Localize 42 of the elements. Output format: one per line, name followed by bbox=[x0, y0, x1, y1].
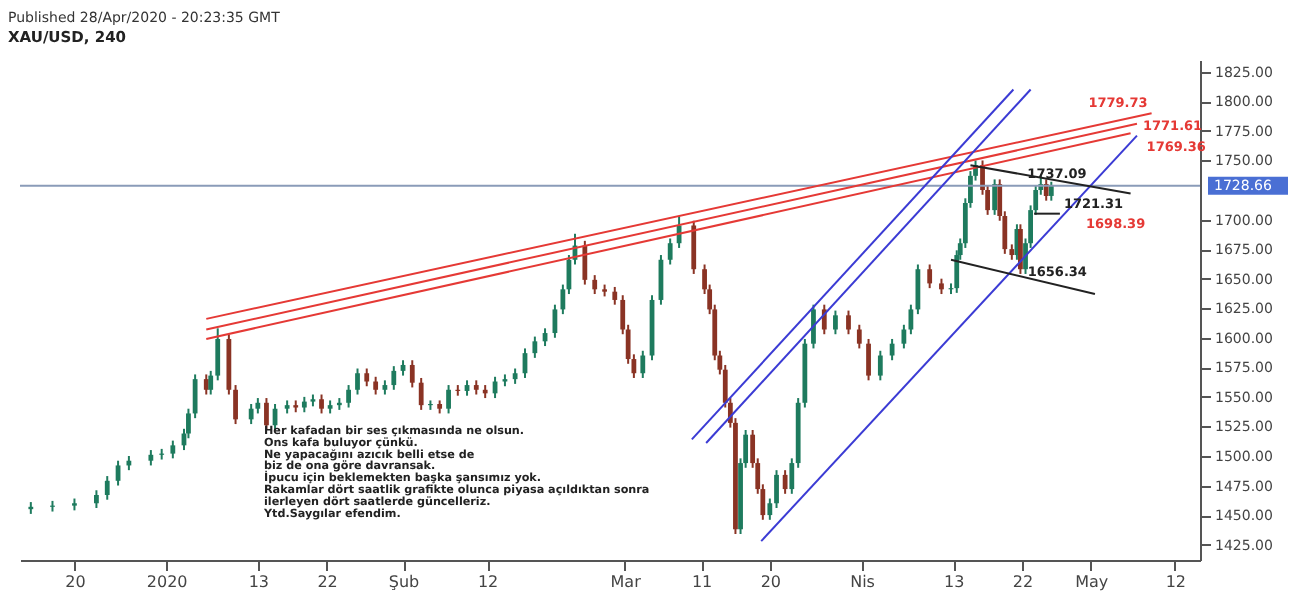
x-tick-label: 20 bbox=[760, 573, 782, 591]
x-tick-label: 12 bbox=[1165, 573, 1187, 591]
x-tick-label: 13 bbox=[944, 573, 965, 591]
candlestick bbox=[833, 309, 838, 336]
x-tick-label: Şub bbox=[388, 573, 420, 591]
x-tick-label: Nis bbox=[850, 573, 875, 591]
candlestick bbox=[821, 303, 827, 336]
candlestick bbox=[418, 376, 424, 411]
candlestick bbox=[889, 337, 895, 362]
candlestick bbox=[846, 309, 851, 336]
candlestick bbox=[1048, 180, 1054, 202]
candlestick bbox=[248, 402, 254, 426]
candlestick bbox=[927, 263, 933, 290]
candlestick bbox=[1018, 223, 1023, 275]
candlestick bbox=[319, 393, 324, 415]
candlestick bbox=[446, 384, 451, 415]
x-tick-label: 12 bbox=[477, 573, 499, 591]
candlestick bbox=[355, 367, 360, 396]
candlestick bbox=[691, 219, 697, 275]
x-tick-label: May bbox=[1075, 573, 1109, 591]
candlestick bbox=[640, 349, 646, 379]
x-tick-label: Mar bbox=[610, 573, 643, 591]
candlestick bbox=[409, 359, 415, 389]
x-tick-label: 2020 bbox=[146, 573, 188, 591]
candlestick bbox=[856, 323, 862, 350]
x-tick-label: 13 bbox=[248, 573, 270, 591]
candlestick bbox=[667, 237, 673, 266]
candlestick bbox=[782, 469, 788, 495]
x-tick-label: 22 bbox=[1012, 573, 1034, 591]
x-tick-label: 20 bbox=[65, 573, 86, 591]
candlestick bbox=[346, 384, 351, 409]
candlestick bbox=[811, 303, 816, 350]
x-tick-label: 11 bbox=[691, 573, 713, 591]
candlestick bbox=[592, 274, 598, 296]
candlestick bbox=[532, 335, 538, 359]
candlestick bbox=[992, 178, 998, 216]
candlestick bbox=[391, 365, 397, 391]
candlestick bbox=[866, 337, 871, 382]
candlestick bbox=[582, 239, 588, 286]
x-tick-label: 22 bbox=[317, 573, 338, 591]
candlestick bbox=[877, 349, 883, 382]
candlestick bbox=[104, 475, 110, 501]
